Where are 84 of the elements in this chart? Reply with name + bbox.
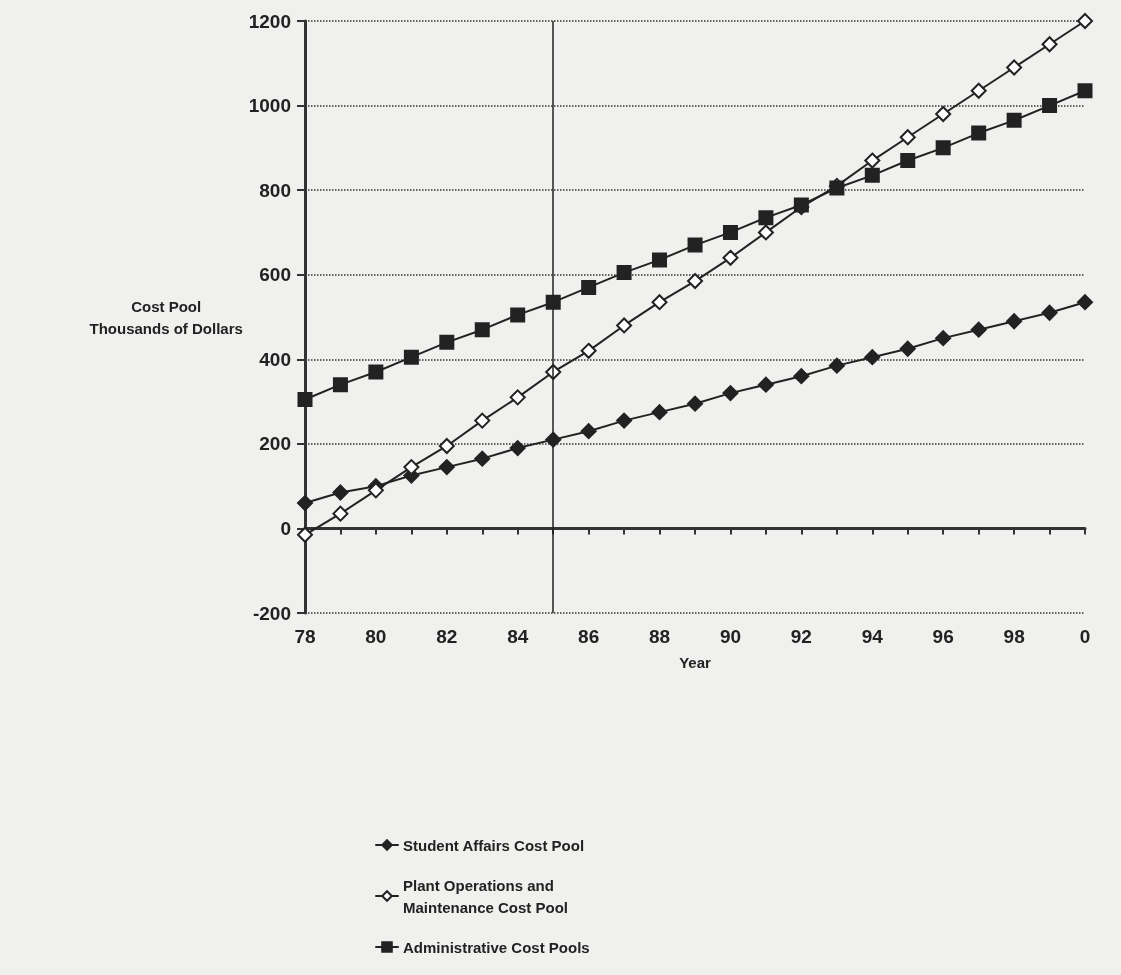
point — [757, 376, 774, 393]
point — [439, 334, 455, 350]
point — [1006, 112, 1022, 128]
point — [793, 368, 810, 385]
point — [899, 129, 916, 146]
point — [332, 505, 349, 522]
point — [438, 437, 455, 454]
point — [828, 357, 845, 374]
point — [722, 249, 739, 266]
point — [1041, 36, 1058, 53]
point — [580, 423, 597, 440]
point — [1077, 13, 1093, 29]
point — [971, 125, 987, 141]
point — [935, 106, 952, 123]
x-axis-title: Year — [679, 654, 712, 671]
point — [1077, 294, 1093, 311]
point — [616, 265, 632, 281]
x-tick-label: 80 — [365, 626, 387, 647]
legend-label: Administrative Cost Pools — [403, 938, 590, 956]
x-tick-label: 0 — [1079, 626, 1091, 647]
point — [864, 152, 881, 169]
point — [438, 459, 455, 476]
legend-label: Plant Operations and Maintenance Cost Pool — [403, 876, 569, 916]
x-tick-label: 84 — [507, 626, 529, 647]
point — [581, 279, 597, 295]
x-tick-label: 78 — [294, 626, 316, 647]
point — [1041, 304, 1058, 321]
point — [864, 167, 880, 183]
point — [616, 412, 633, 429]
x-tick-label: 86 — [578, 626, 600, 647]
point — [509, 389, 526, 406]
point — [687, 237, 703, 253]
point — [899, 340, 916, 357]
y-tick-label: 1000 — [248, 95, 291, 117]
point — [580, 342, 597, 359]
point — [297, 526, 313, 543]
point — [509, 440, 526, 457]
point — [297, 495, 313, 512]
point — [332, 377, 348, 393]
point — [758, 210, 774, 226]
point — [403, 349, 419, 365]
point — [474, 322, 490, 338]
x-tick-label: 82 — [436, 626, 458, 647]
point — [687, 273, 704, 290]
x-tick-label: 92 — [790, 626, 812, 647]
point — [297, 391, 313, 407]
point — [510, 307, 526, 323]
y-tick-label: 400 — [259, 348, 291, 370]
point — [722, 385, 739, 402]
legend-label: Student Affairs Cost Pool — [403, 836, 585, 854]
point — [687, 395, 704, 412]
x-tick-label: 96 — [932, 626, 954, 647]
point — [1006, 59, 1023, 76]
y-tick-label: 600 — [259, 264, 291, 286]
point — [332, 484, 349, 501]
x-tick-label: 98 — [1003, 626, 1025, 647]
point — [1077, 83, 1093, 99]
point — [367, 482, 384, 499]
point — [935, 330, 952, 347]
point — [970, 82, 987, 99]
point — [474, 412, 491, 429]
point — [474, 450, 491, 467]
point — [616, 317, 633, 334]
y-axis-title: Cost Pool Thousands of Dollars — [89, 297, 243, 337]
point — [722, 224, 738, 240]
point — [900, 153, 916, 169]
y-tick-label: 1200 — [248, 10, 291, 32]
point — [970, 321, 987, 338]
point — [757, 224, 774, 241]
x-tick-label: 94 — [861, 626, 884, 647]
point — [935, 140, 951, 156]
point — [864, 349, 881, 366]
x-tick-label: 90 — [719, 626, 742, 647]
y-tick-label: 200 — [259, 433, 291, 455]
point — [1042, 98, 1058, 114]
y-tick-label: 0 — [280, 517, 291, 539]
point — [651, 294, 668, 311]
x-tick-label: 88 — [648, 626, 671, 647]
y-tick-label: -200 — [252, 602, 291, 624]
point — [651, 404, 668, 421]
point — [652, 252, 668, 268]
y-tick-label: 800 — [259, 179, 291, 201]
point — [368, 364, 384, 380]
point — [1006, 313, 1023, 330]
